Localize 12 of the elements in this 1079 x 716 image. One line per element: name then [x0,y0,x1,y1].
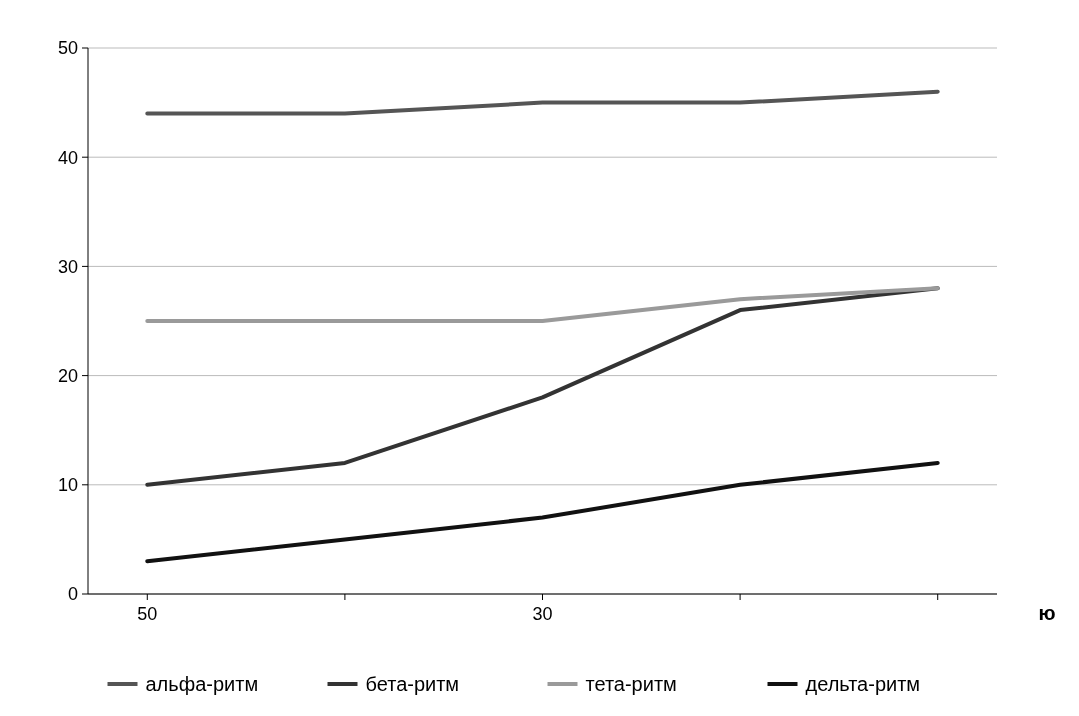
y-tick-label: 30 [57,256,78,277]
y-tick-label: 0 [67,584,78,605]
y-tick-label: 40 [57,147,78,168]
y-tick-label: 50 [57,38,78,59]
legend-label: тета-ритм [585,673,677,695]
line-series [145,460,940,564]
y-tick-label: 20 [57,365,78,386]
legend-label: бета-ритм [365,673,460,695]
y-tick-label: 10 [57,475,78,496]
text: ю [1038,602,1056,624]
legend-label: альфа-ритм [145,673,259,695]
legend-label: дельта-ритм [805,673,921,695]
